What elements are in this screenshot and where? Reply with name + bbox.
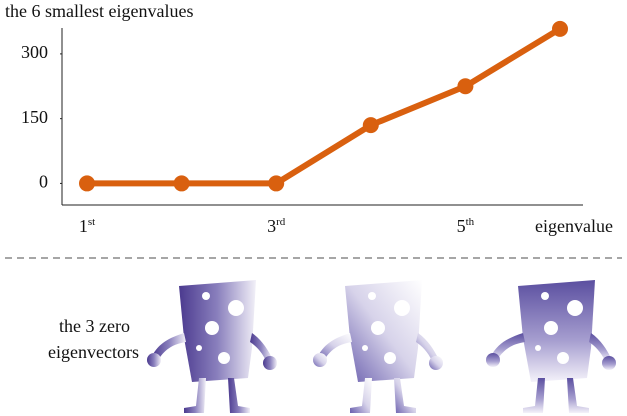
y-tick-label: 150 (21, 107, 48, 127)
line (87, 26, 562, 187)
point (268, 175, 285, 192)
point (173, 175, 190, 192)
point (457, 78, 474, 95)
y-tick-label: 300 (21, 42, 48, 62)
point (552, 20, 568, 37)
plot: 0 150 300 1st 3rd 5th (21, 20, 568, 237)
x-tick-label: 1st (79, 216, 95, 237)
point (362, 117, 379, 134)
caption-line: eigenvectors (48, 342, 139, 362)
x-axis-label: eigenvalue (535, 216, 613, 236)
x-tick-label: 3rd (267, 216, 286, 237)
chart-title: the 6 smallest eigenvalues (5, 1, 193, 21)
eigenvector-figure (147, 280, 277, 413)
chart: the 6 smallest eigenvalues eigenvalue 0 1… (5, 1, 613, 236)
x-tick-label: 5th (457, 216, 475, 237)
point (79, 175, 95, 192)
eigenvector-figure (313, 280, 443, 413)
eigenvector-figure (486, 280, 616, 413)
caption-line: the 3 zero (59, 316, 130, 336)
y-tick-label: 0 (39, 172, 48, 192)
